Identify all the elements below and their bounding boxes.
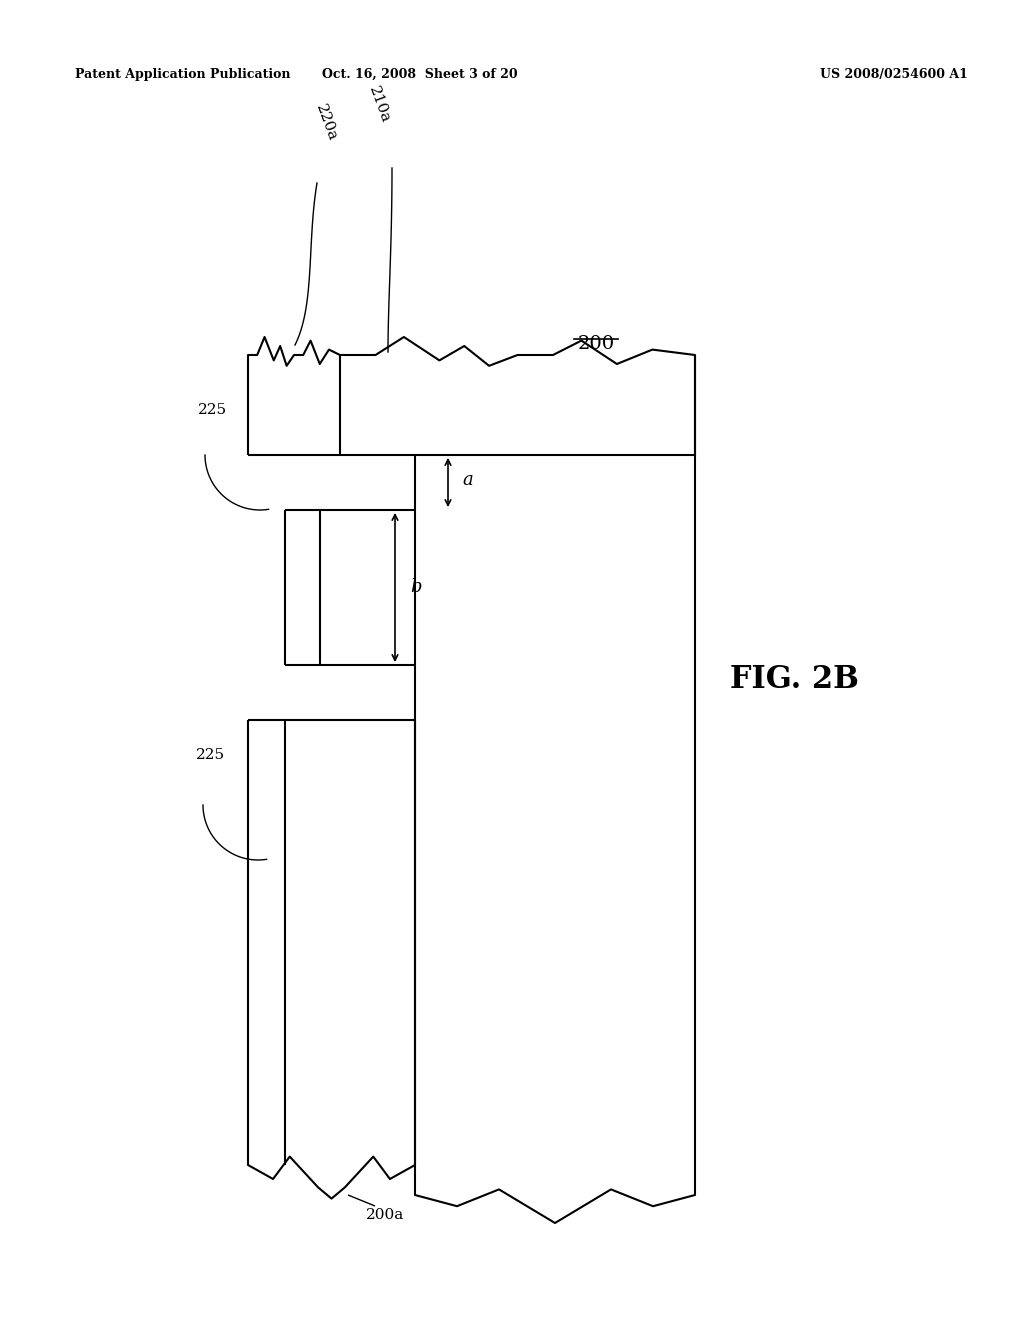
Text: 200a: 200a (366, 1208, 404, 1222)
Text: US 2008/0254600 A1: US 2008/0254600 A1 (820, 69, 968, 81)
Text: a: a (462, 471, 473, 488)
Text: 225: 225 (196, 748, 225, 762)
Text: 225: 225 (198, 403, 227, 417)
Text: Patent Application Publication: Patent Application Publication (75, 69, 291, 81)
Text: b: b (410, 578, 422, 597)
Text: 220a: 220a (313, 102, 339, 143)
Text: FIG. 2B: FIG. 2B (730, 664, 859, 696)
Text: 200: 200 (578, 335, 614, 352)
Text: Oct. 16, 2008  Sheet 3 of 20: Oct. 16, 2008 Sheet 3 of 20 (323, 69, 518, 81)
Text: 210a: 210a (366, 84, 392, 125)
